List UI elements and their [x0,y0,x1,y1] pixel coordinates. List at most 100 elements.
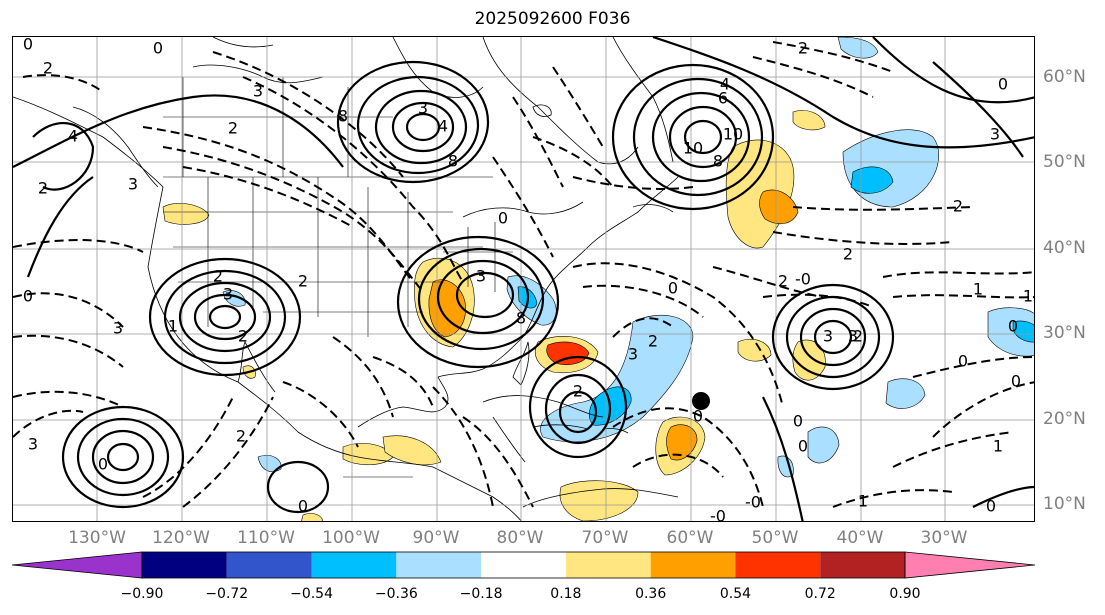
coastline [357,376,449,428]
shade-positive [382,435,442,466]
contour-label: -0 [795,270,811,289]
contour-high [163,269,287,365]
contour-negative [22,74,104,93]
lat-label: 20°N [1043,409,1086,429]
contour-high [266,460,330,514]
lon-label: 110°W [237,528,295,548]
contour-label: 2 [843,245,853,264]
colorbar-tick-label: −0.72 [205,586,249,602]
contour-label: 3 [28,435,38,454]
coastline [632,204,674,213]
contour-negative [772,41,894,73]
colorbar-tick-label: 0.54 [719,586,752,602]
contour-label: 8 [448,152,458,171]
contour-negative [462,416,534,508]
contour-zero [872,37,1034,104]
contour-negative [13,239,144,253]
contour-negative [612,407,764,508]
contour-label: 0 [958,352,968,371]
contour-negative [13,292,124,328]
contour-negative [552,66,604,148]
contour-high [178,281,272,353]
contour-negative [242,76,464,283]
colorbar-segment [735,552,821,578]
coastline [522,488,679,508]
contour-label: 1 [858,492,868,511]
lon-label: 70°W [581,528,629,548]
contour-high [632,77,764,197]
contour-label: 2 [953,197,963,216]
contour-label: 0 [23,37,33,54]
contour-high [417,247,545,351]
colorbar-tick-label: 0.72 [804,586,836,602]
contour-high [611,63,775,211]
colorbar-segment [226,552,312,578]
contour-high [558,390,598,434]
contour-high [193,293,257,341]
contour-label: 4 [438,117,448,136]
colorbar-outline [141,551,906,579]
shade-negative [257,455,282,472]
contour-zero [972,485,1034,508]
coastline [72,106,159,188]
lon-label: 80°W [496,528,544,548]
contour-zero [26,176,94,278]
lon-label: 60°W [666,528,714,548]
contour-high [436,259,530,335]
lat-label: 50°N [1043,152,1086,172]
contour-negative [572,262,784,408]
colorbar-tick-label: 0.90 [889,586,921,602]
contour-label: 3 [628,345,638,364]
shade-negative [837,37,879,59]
contour-negative [282,381,359,448]
storm-marker [692,392,710,410]
contour-label: 2 [778,272,788,291]
contour-negative [512,96,564,188]
lat-label: 60°N [1043,67,1086,87]
contour-label: -0 [710,507,726,523]
contour-label: 0 [793,412,803,431]
contour-label: 0 [1011,372,1021,391]
contour-label: 4 [720,75,730,94]
contour-label: 0 [986,497,996,516]
contour-label: 2 [853,327,863,346]
contour-zero [652,37,1034,149]
contour-label: 2 [236,427,246,446]
contour-label: 3 [253,82,263,101]
contour-high [106,442,140,472]
contour-high [651,91,751,183]
coastline [392,37,484,98]
lon-label: 30°W [920,528,968,548]
contour-high [799,307,867,367]
contour-high [61,405,185,509]
contour-high [356,75,480,175]
colorbar [11,551,1036,579]
contour-label: 3 [990,125,1000,144]
coastline [462,201,584,218]
contour-negative [612,317,674,338]
contour-high [668,105,738,169]
contour-high [455,271,515,319]
contour-high [813,319,853,355]
contour-negative [13,390,124,408]
lat-label: 40°N [1043,238,1086,258]
shade-negative [850,166,894,194]
shade-positive [162,203,210,225]
coastline [212,37,274,48]
colorbar-tick-label: −0.18 [459,586,503,602]
colorbar-tick-label: −0.54 [290,586,333,602]
contour-label: 1 [168,317,178,336]
contour-negative [372,356,434,408]
colorbar-segment [481,552,566,578]
map-panel: 0 0 2 3 2 4 3 2 4 3 8 10 8 2 6 4 10 8 3 2 2 0 3 2 3 1 0 3 2 8 3 3 2 0 1 2 2 3… [12,36,1035,522]
colorbar-segment [396,552,482,578]
shade-positive [759,189,799,225]
contour-negative [762,293,874,308]
dashed-contours [13,41,1034,508]
plot-title: 2025092600 F036 [474,9,631,29]
contour-negative [792,206,974,211]
lon-label: 90°W [412,528,460,548]
coastline [602,427,629,434]
